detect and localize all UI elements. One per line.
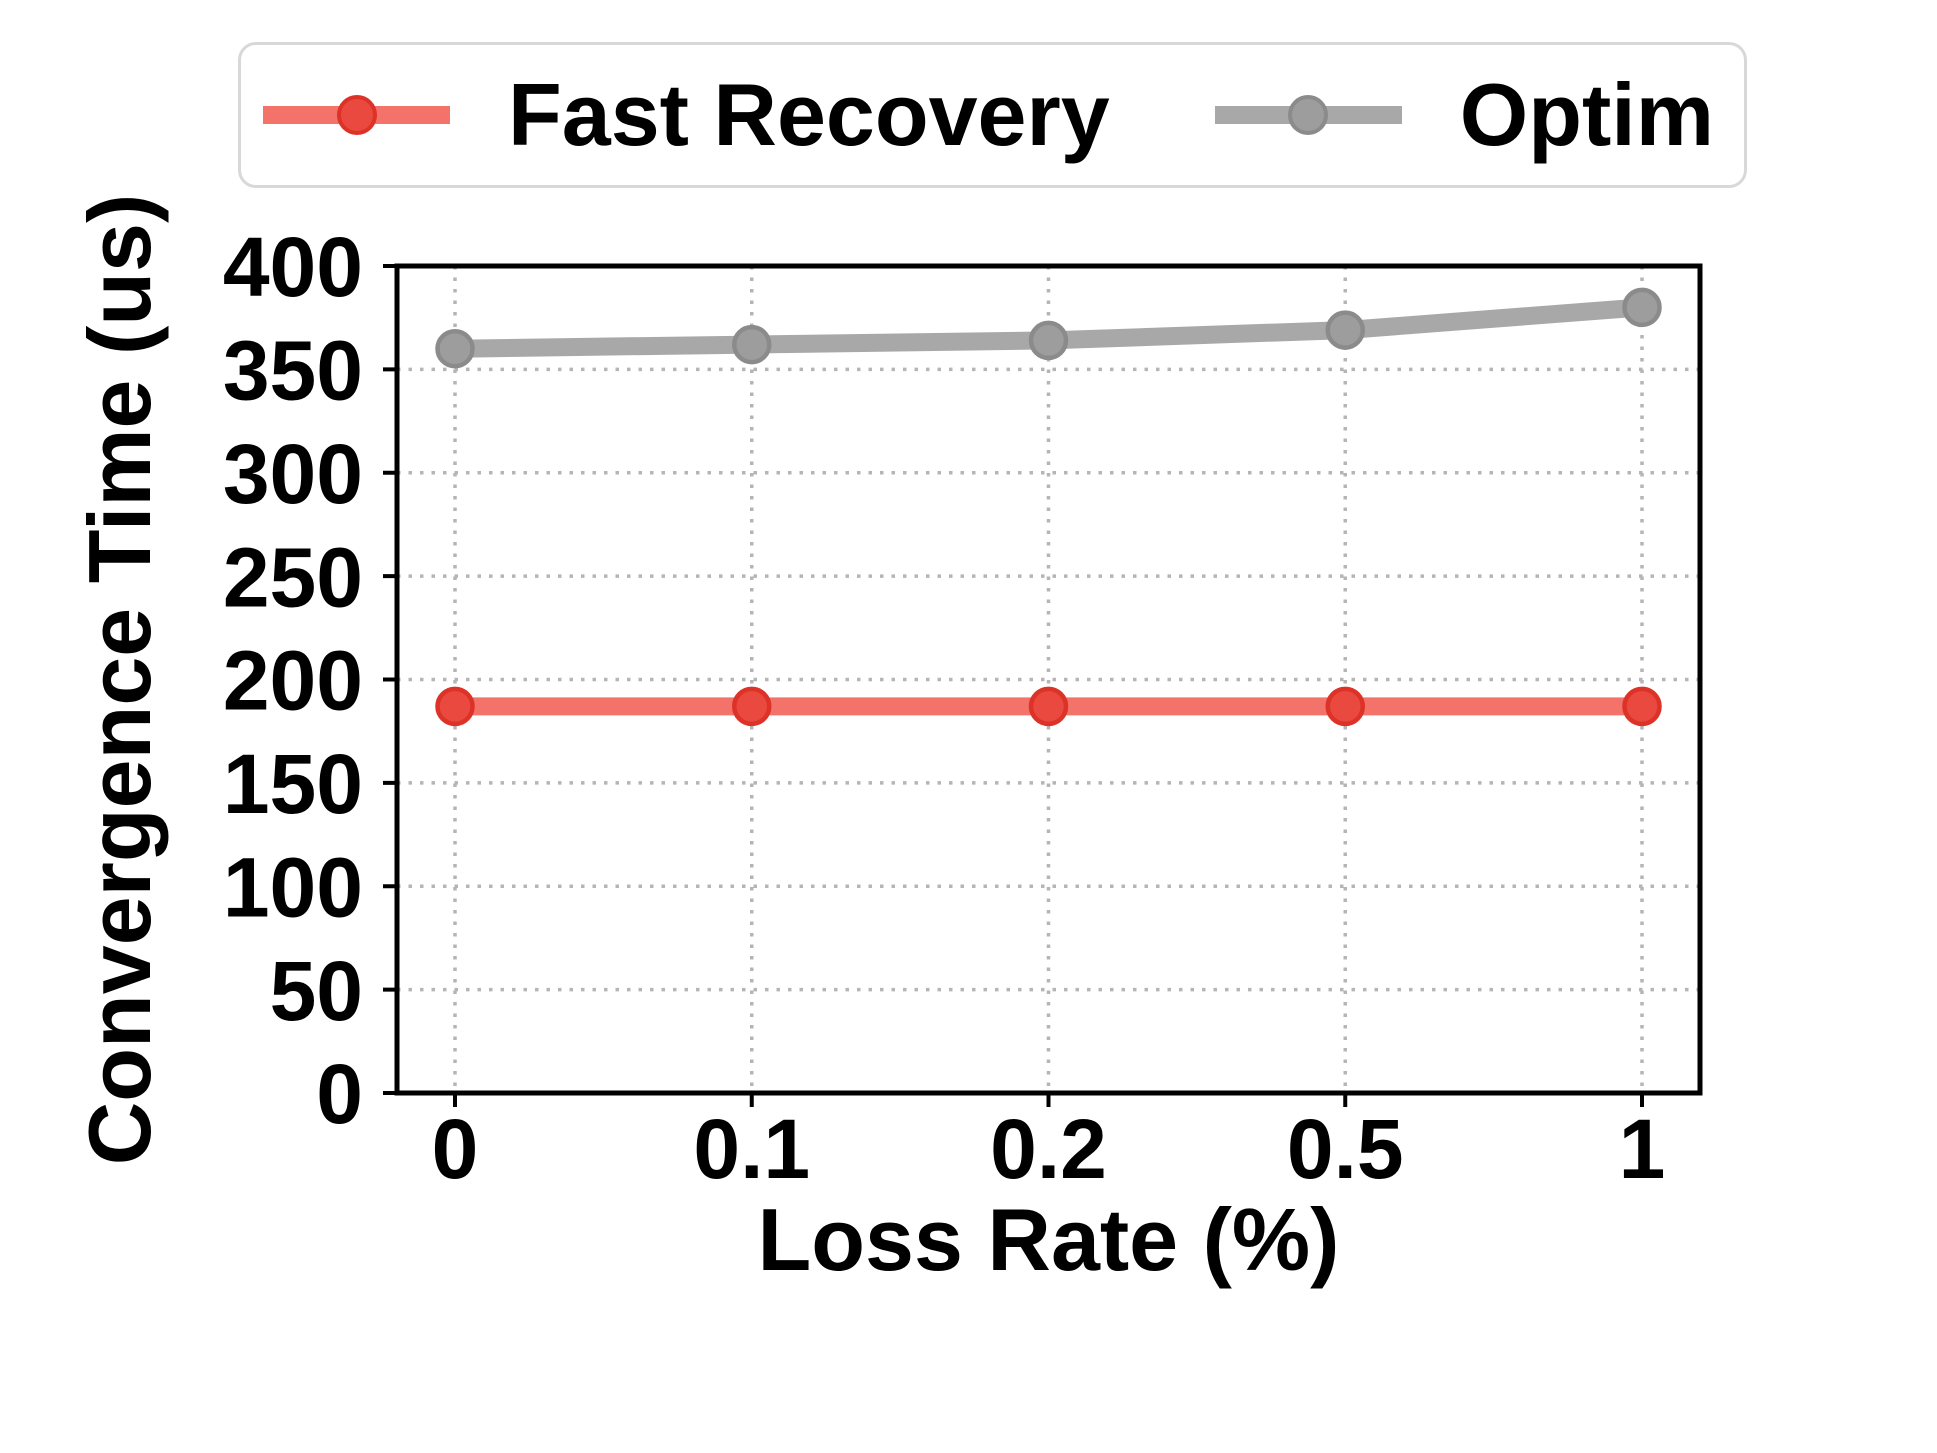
y-tick-label: 350 bbox=[223, 324, 363, 418]
y-tick-label: 50 bbox=[270, 944, 363, 1038]
y-axis-label: Convergence Time (us) bbox=[70, 194, 169, 1166]
optim-line-swatch bbox=[1214, 95, 1402, 135]
x-tick-label: 0.5 bbox=[1287, 1102, 1404, 1196]
data-point-marker bbox=[1622, 287, 1662, 328]
data-point-marker bbox=[732, 686, 772, 727]
x-tick-label: 0.1 bbox=[693, 1102, 810, 1196]
y-tick-label: 250 bbox=[223, 530, 363, 624]
data-point-marker bbox=[732, 324, 772, 365]
legend-label-optim: Optim bbox=[1459, 65, 1714, 164]
data-point-marker bbox=[1028, 686, 1069, 727]
data-point-marker bbox=[1325, 686, 1365, 727]
y-tick-label: 100 bbox=[223, 840, 363, 934]
data-point-marker bbox=[1028, 320, 1069, 361]
y-tick-label: 150 bbox=[223, 737, 363, 831]
data-point-marker bbox=[435, 328, 475, 369]
x-axis-label: Loss Rate (%) bbox=[758, 1190, 1340, 1289]
legend-label-fast-recovery: Fast Recovery bbox=[508, 65, 1110, 164]
data-point-marker bbox=[435, 686, 475, 727]
y-tick-label: 300 bbox=[223, 427, 363, 521]
data-point-marker bbox=[1325, 310, 1365, 350]
data-point-marker bbox=[1622, 686, 1662, 727]
x-tick-label: 0 bbox=[432, 1102, 479, 1196]
y-tick-label: 200 bbox=[223, 634, 363, 728]
x-tick-label: 0.2 bbox=[990, 1102, 1107, 1196]
legend: Fast Recovery Optim bbox=[238, 42, 1747, 188]
x-tick-label: 1 bbox=[1619, 1102, 1666, 1196]
legend-marker-icon bbox=[336, 95, 377, 135]
legend-marker-icon bbox=[1288, 95, 1329, 135]
legend-item-optim: Optim bbox=[1214, 65, 1714, 164]
y-tick-label: 0 bbox=[316, 1047, 363, 1141]
y-tick-label: 400 bbox=[223, 220, 363, 314]
fast-recovery-line-swatch bbox=[263, 95, 450, 135]
legend-item-fast-recovery: Fast Recovery bbox=[263, 71, 1110, 159]
